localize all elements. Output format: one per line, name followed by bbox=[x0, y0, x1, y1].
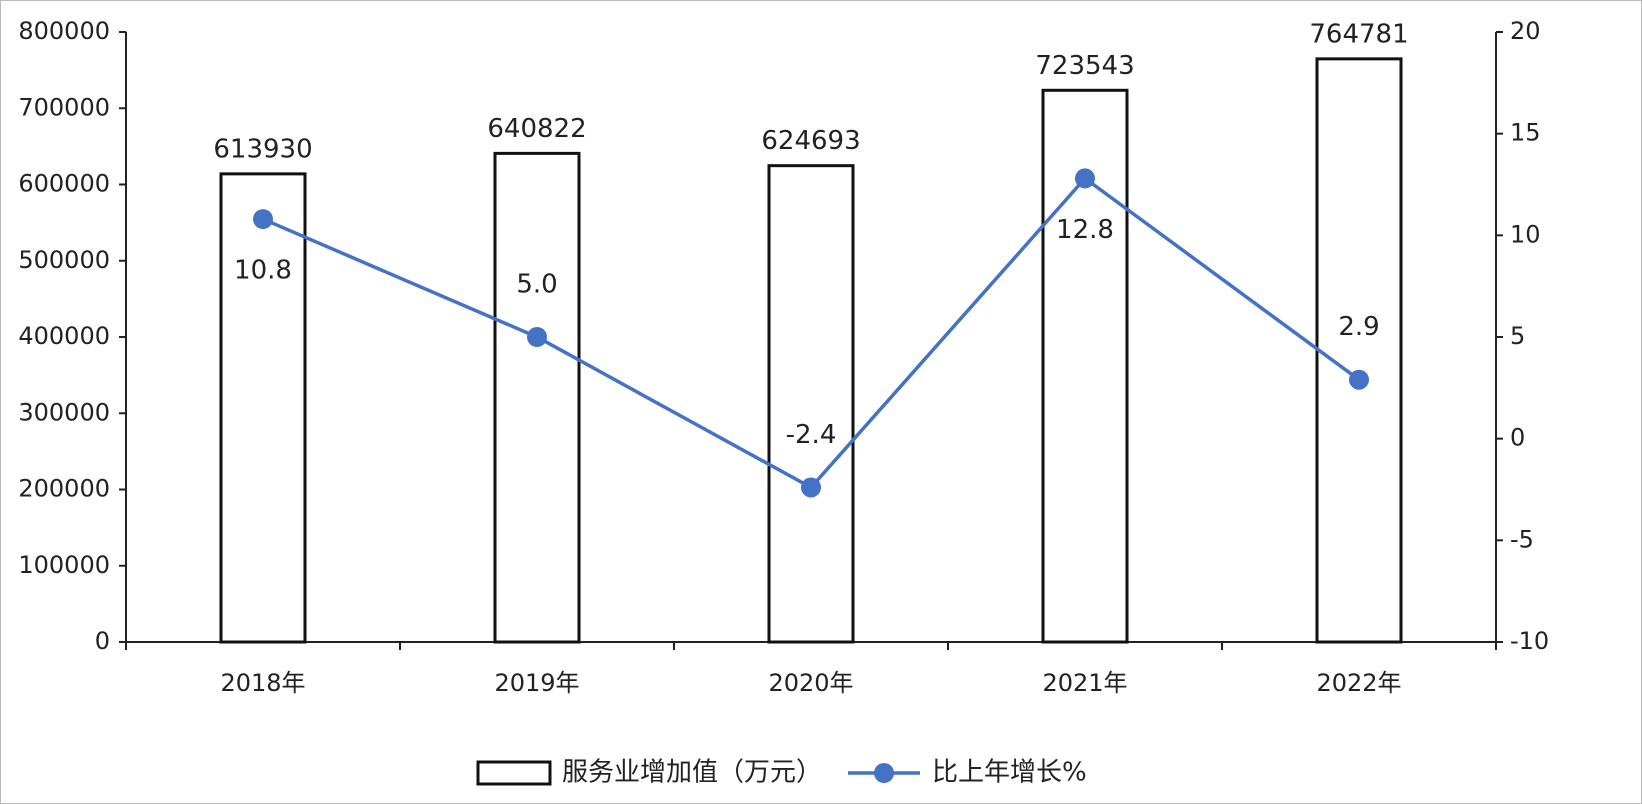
x-tick-label: 2020年 bbox=[768, 669, 853, 697]
bar-value-label: 640822 bbox=[487, 114, 586, 144]
x-tick-label: 2021年 bbox=[1042, 669, 1127, 697]
line-value-label: -2.4 bbox=[786, 420, 837, 450]
legend-swatch bbox=[476, 760, 552, 786]
y-tick-label: 800000 bbox=[18, 17, 110, 45]
line-value-label: 12.8 bbox=[1056, 215, 1114, 245]
bar-value-label: 764781 bbox=[1309, 19, 1408, 49]
bar bbox=[493, 151, 581, 644]
y-tick-label: 300000 bbox=[18, 398, 110, 426]
x-tick-label: 2019年 bbox=[494, 669, 579, 697]
line-value-label: 2.9 bbox=[1338, 312, 1379, 342]
y-tick-label: 400000 bbox=[18, 322, 110, 350]
y2-tick-label: -5 bbox=[1510, 525, 1534, 553]
legend-label: 比上年增长% bbox=[932, 758, 1087, 788]
y2-tick-label: 20 bbox=[1510, 17, 1541, 45]
line-marker bbox=[253, 209, 273, 230]
y-tick-label: 500000 bbox=[18, 246, 110, 274]
y-tick-label: 0 bbox=[95, 627, 110, 655]
y-tick-label: 200000 bbox=[18, 475, 110, 503]
bar-value-label: 723543 bbox=[1035, 51, 1134, 81]
y2-tick-label: 0 bbox=[1510, 424, 1525, 452]
x-tick-label: 2018年 bbox=[220, 669, 305, 697]
bar-value-label: 624693 bbox=[761, 126, 860, 156]
bar bbox=[767, 164, 855, 644]
line-marker bbox=[527, 327, 547, 347]
x-tick-label: 2022年 bbox=[1316, 669, 1401, 697]
y2-tick-label: -10 bbox=[1510, 627, 1549, 655]
legend-marker bbox=[874, 763, 895, 783]
line-marker bbox=[1075, 168, 1095, 189]
y-tick-label: 600000 bbox=[18, 170, 110, 198]
y2-tick-label: 5 bbox=[1510, 322, 1525, 350]
bar bbox=[219, 172, 307, 644]
line-value-label: 10.8 bbox=[234, 256, 292, 286]
line-value-label: 5.0 bbox=[516, 270, 557, 300]
y2-tick-label: 10 bbox=[1510, 220, 1541, 248]
bar-value-label: 613930 bbox=[213, 134, 312, 164]
y-tick-label: 100000 bbox=[18, 551, 110, 579]
line-marker bbox=[801, 477, 821, 498]
y2-tick-label: 15 bbox=[1510, 119, 1541, 147]
y-tick-label: 700000 bbox=[18, 93, 110, 121]
line-marker bbox=[1349, 369, 1369, 390]
legend-label: 服务业增加值（万元） bbox=[562, 758, 822, 788]
bar bbox=[1315, 57, 1403, 644]
